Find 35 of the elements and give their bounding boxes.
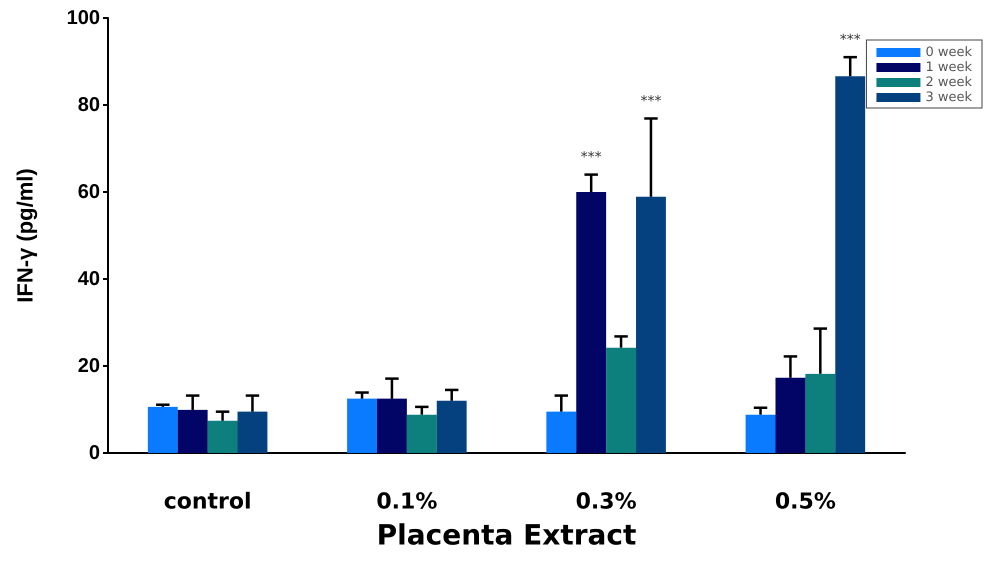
bar xyxy=(148,406,178,453)
x-tick-label: 0.1% xyxy=(376,490,438,514)
annotation: *** xyxy=(580,150,602,166)
bar xyxy=(238,412,268,453)
legend-label: 1 week xyxy=(925,60,972,75)
y-tick-label: 100 xyxy=(66,7,100,29)
bar xyxy=(546,412,576,453)
y-tick-label: 40 xyxy=(78,268,100,290)
y-axis-title: IFN-γ (pg/ml) xyxy=(12,168,38,303)
bar xyxy=(406,414,437,453)
annotation: *** xyxy=(840,32,861,48)
legend-label: 3 week xyxy=(925,90,972,105)
bar xyxy=(775,378,806,453)
bar xyxy=(178,410,208,453)
bar xyxy=(746,414,776,453)
bar xyxy=(208,420,238,453)
x-tick-label: 0.5% xyxy=(774,490,836,514)
y-tick-label: 60 xyxy=(78,181,100,203)
y-tick-label: 0 xyxy=(88,442,100,464)
y-tick-label: 80 xyxy=(78,94,100,116)
bar xyxy=(436,400,467,453)
x-tick-label: 0.3% xyxy=(576,490,637,514)
bar xyxy=(636,196,666,453)
bar xyxy=(606,348,636,453)
legend-label: 0 week xyxy=(925,45,972,60)
y-tick-label: 20 xyxy=(78,355,100,377)
bar xyxy=(805,374,836,453)
legend-label: 2 week xyxy=(925,75,972,90)
bar xyxy=(376,398,407,453)
bar xyxy=(576,192,606,453)
annotation: *** xyxy=(640,93,662,110)
x-tick-label: control xyxy=(164,490,252,514)
bar xyxy=(347,398,377,453)
x-axis-title: Placenta Extract xyxy=(376,518,636,552)
bar xyxy=(835,76,866,453)
